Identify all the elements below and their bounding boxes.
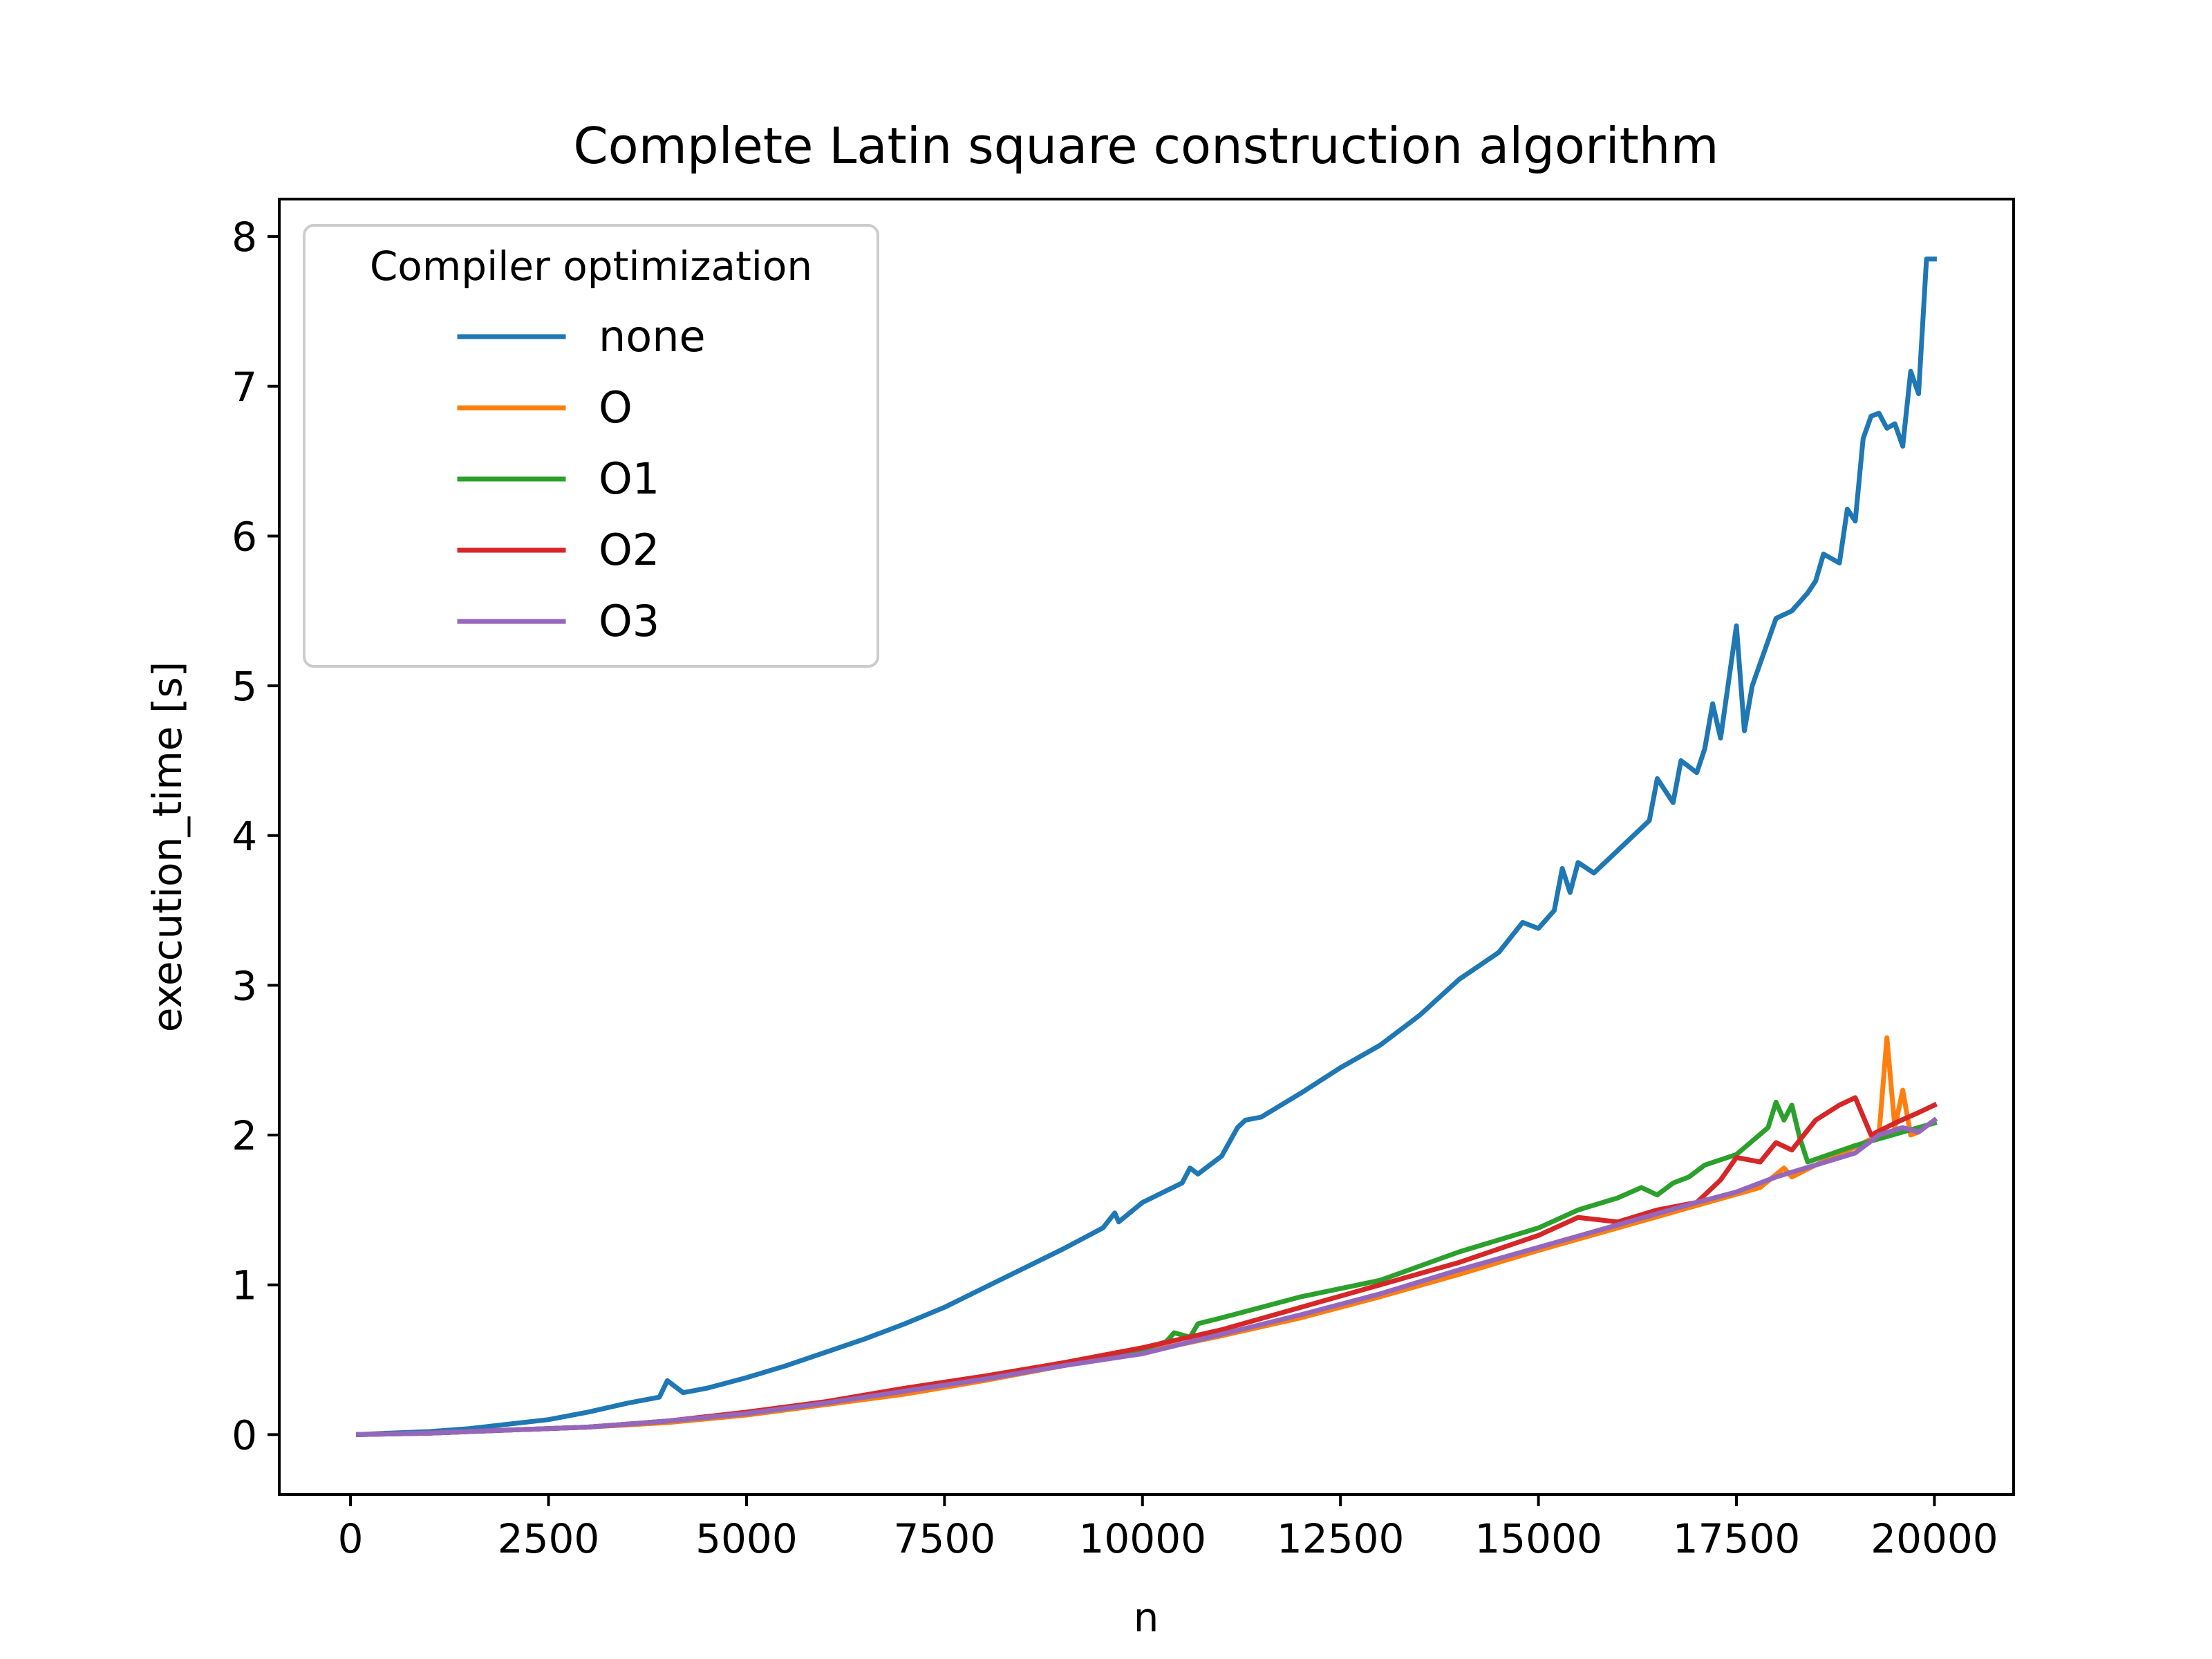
- y-tick-label: 2: [232, 1112, 257, 1159]
- x-tick-label: 15000: [1474, 1515, 1602, 1562]
- y-tick-label: 6: [232, 513, 257, 560]
- x-tick-label: 17500: [1673, 1515, 1801, 1562]
- y-tick-label: 3: [232, 962, 257, 1009]
- y-tick-label: 1: [232, 1262, 257, 1309]
- legend-box: [303, 224, 879, 668]
- legend-label-none: none: [599, 311, 706, 362]
- y-axis: 0 1 2 3 4 5 6 7 8: [232, 214, 279, 1459]
- chart-title: Complete Latin square construction algor…: [573, 117, 1718, 175]
- y-axis-label: execution_time [s]: [144, 662, 191, 1033]
- legend: Compiler optimization none O O1 O2 O3: [303, 224, 879, 668]
- x-tick-label: 10000: [1079, 1515, 1207, 1562]
- y-tick-label: 0: [232, 1412, 257, 1459]
- x-tick-label: 0: [338, 1515, 364, 1562]
- x-axis-label: n: [1134, 1594, 1159, 1641]
- plot-frame: [278, 198, 2015, 1496]
- x-tick-label: 2500: [498, 1515, 600, 1562]
- legend-label-o1: O1: [599, 453, 659, 504]
- series-line-none: [355, 256, 1937, 1437]
- legend-title: Compiler optimization: [370, 243, 812, 290]
- x-tick-label: 7500: [894, 1515, 996, 1562]
- legend-label-o2: O2: [599, 525, 659, 575]
- y-tick-label: 7: [232, 364, 257, 411]
- x-tick-label: 12500: [1277, 1515, 1405, 1562]
- y-tick-label: 4: [232, 813, 257, 860]
- legend-label-o: O: [599, 382, 632, 433]
- y-tick-label: 8: [232, 214, 257, 261]
- x-axis: 0 2500 5000 7500 10000 12500 15000 17500 20000: [338, 1494, 1998, 1562]
- x-tick-label: 5000: [695, 1515, 798, 1562]
- series-line-o3: [356, 1116, 1938, 1437]
- legend-label-o3: O3: [599, 596, 659, 646]
- x-tick-label: 20000: [1871, 1515, 1998, 1562]
- y-tick-label: 5: [232, 663, 257, 710]
